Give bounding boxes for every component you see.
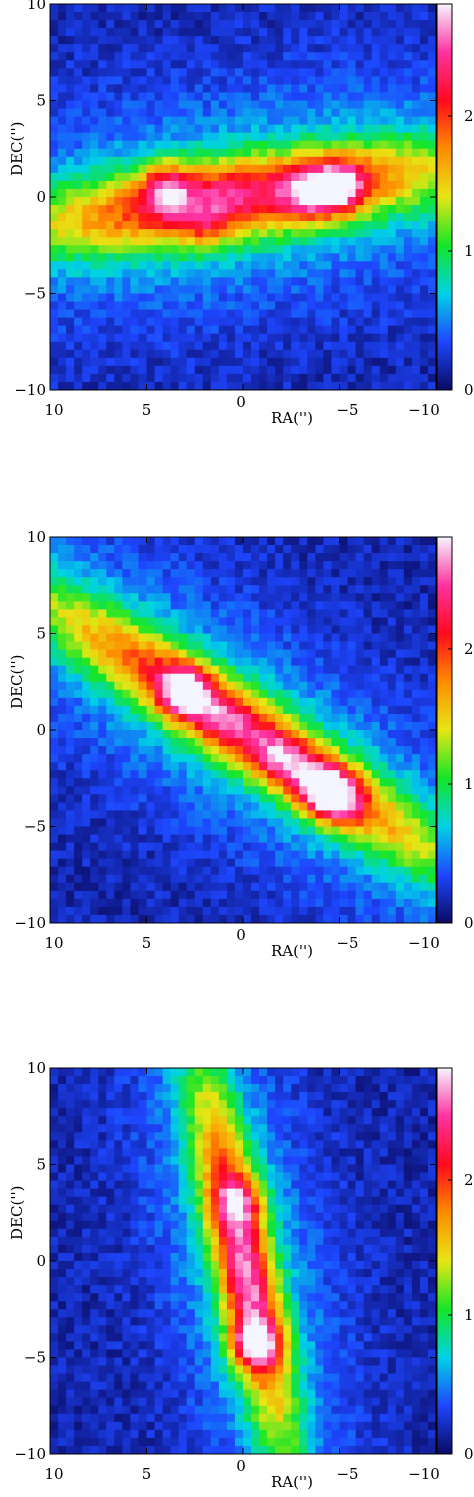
y-tick-label: 10: [27, 0, 46, 13]
x-tick-label: 5: [142, 1465, 152, 1483]
x-tick-label: 0: [236, 1457, 246, 1475]
colorbar: [436, 536, 453, 924]
colorbar-tick-label: 2: [464, 107, 474, 125]
x-tick-label: −10: [408, 934, 440, 952]
y-tick-label: 10: [27, 1059, 46, 1077]
x-tick-label: 5: [142, 934, 152, 952]
x-tick-label: −5: [336, 401, 358, 419]
y-tick-label: −5: [24, 1349, 46, 1367]
x-axis-label: RA(''): [271, 942, 313, 960]
x-tick-label: 5: [142, 401, 152, 419]
y-tick-label: −5: [24, 285, 46, 303]
y-tick-label: 5: [36, 625, 46, 643]
y-tick-label: 0: [36, 1252, 46, 1270]
y-tick-label: 5: [36, 92, 46, 110]
colorbar: [436, 3, 453, 391]
colorbar-tick-label: 1: [464, 242, 474, 260]
colorbar-tick-label: 0: [464, 381, 474, 399]
x-tick-label: 10: [44, 934, 63, 952]
y-tick-label: −5: [24, 818, 46, 836]
colorbar: [436, 1067, 453, 1455]
y-axis-label: DEC(''): [8, 122, 26, 176]
x-tick-label: −5: [336, 1465, 358, 1483]
colorbar-tick-label: 1: [464, 775, 474, 793]
colorbar-tick-label: 1: [464, 1306, 474, 1324]
colorbar-tick-label: 2: [464, 640, 474, 658]
y-tick-label: −10: [14, 381, 46, 399]
x-tick-label: 0: [236, 393, 246, 411]
x-tick-label: 0: [236, 926, 246, 944]
x-tick-label: −10: [408, 401, 440, 419]
x-axis-label: RA(''): [271, 1473, 313, 1491]
y-axis-label: DEC(''): [8, 655, 26, 709]
colorbar-tick-label: 0: [464, 1445, 474, 1463]
colorbar-tick-label: 0: [464, 914, 474, 932]
y-tick-label: −10: [14, 914, 46, 932]
x-axis-label: RA(''): [271, 409, 313, 427]
y-tick-label: 5: [36, 1156, 46, 1174]
x-tick-label: 10: [44, 401, 63, 419]
y-tick-label: 0: [36, 721, 46, 739]
y-tick-label: 10: [27, 528, 46, 546]
heatmap-image: [50, 537, 437, 924]
x-tick-label: −10: [408, 1465, 440, 1483]
x-tick-label: 10: [44, 1465, 63, 1483]
x-tick-label: −5: [336, 934, 358, 952]
colorbar-tick-label: 2: [464, 1171, 474, 1189]
heatmap-image: [50, 1068, 437, 1455]
y-axis-label: DEC(''): [8, 1186, 26, 1240]
heatmap-image: [50, 4, 437, 391]
y-tick-label: 0: [36, 188, 46, 206]
y-tick-label: −10: [14, 1445, 46, 1463]
